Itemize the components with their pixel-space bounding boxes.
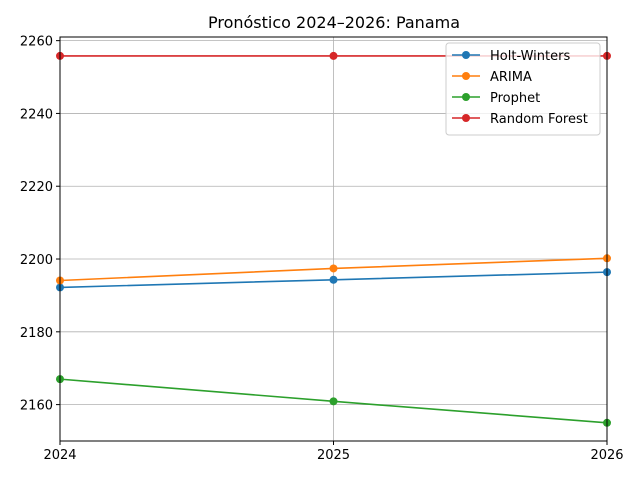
legend-swatch-marker — [462, 72, 470, 80]
x-tick-label: 2024 — [43, 448, 76, 463]
legend-swatch-marker — [462, 93, 470, 101]
x-tick-label: 2026 — [590, 448, 623, 463]
data-point — [329, 275, 338, 284]
legend-label: Random Forest — [490, 112, 588, 127]
data-point — [329, 264, 338, 273]
chart-title: Pronóstico 2024–2026: Panama — [208, 13, 460, 32]
y-tick-label: 2260 — [20, 35, 53, 50]
legend-label: ARIMA — [490, 70, 532, 85]
y-tick-label: 2240 — [20, 107, 53, 122]
legend-box — [445, 42, 601, 136]
x-tick-label: 2025 — [317, 448, 350, 463]
data-point — [329, 397, 338, 406]
y-tick-label: 2180 — [20, 326, 53, 341]
legend-label: Prophet — [490, 91, 540, 106]
y-tick-label: 2200 — [20, 253, 53, 268]
tick-labels: 2024 2025 2026 2160 2180 2200 2220 2240 2260 — [20, 35, 624, 463]
legend-label: Holt-Winters — [490, 49, 570, 64]
y-tick-label: 2160 — [20, 399, 53, 414]
legend-swatch-marker — [462, 51, 470, 59]
legend: Holt-Winters ARIMA Prophet Random Forest — [445, 42, 601, 136]
data-point — [329, 51, 338, 60]
legend-swatch-marker — [462, 114, 470, 122]
series-layer — [56, 51, 611, 427]
y-tick-label: 2220 — [20, 180, 53, 195]
